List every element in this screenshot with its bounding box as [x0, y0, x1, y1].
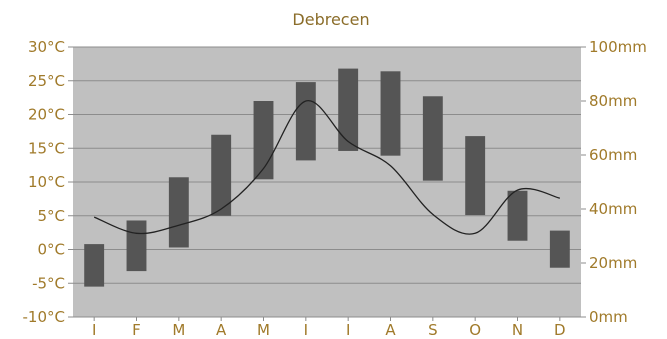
precipitation-tick-label: 40mm: [589, 200, 637, 218]
month-label: A: [385, 321, 396, 335]
month-label: J: [345, 321, 350, 335]
month-label: M: [172, 321, 185, 335]
month-label: D: [554, 321, 566, 335]
temperature-axis: 30°C 25°C 20°C 15°C 10°C 5°C 0°C -5°C -10°C: [23, 38, 73, 326]
temperature-range-bar: [211, 134, 232, 216]
precipitation-series-line: [93, 100, 560, 235]
temperature-tick-label: 25°C: [28, 72, 65, 90]
month-label: S: [428, 321, 438, 335]
temperature-tick-label: -10°C: [23, 308, 65, 326]
temperature-tick-label: 15°C: [28, 139, 65, 157]
month-label: O: [469, 321, 481, 335]
precipitation-tick-label: 60mm: [589, 146, 637, 164]
gridlines: [73, 46, 581, 318]
temperature-range-bar: [507, 190, 528, 241]
temperature-range-bar: [84, 244, 105, 287]
temperature-tick-label: 30°C: [28, 38, 65, 56]
temperature-range-bar: [295, 82, 316, 161]
temperature-range-bar: [549, 230, 570, 268]
temperature-range-bar: [422, 96, 443, 181]
month-label: J: [303, 321, 308, 335]
month-label: N: [512, 321, 523, 335]
temperature-range-bar: [168, 177, 189, 248]
temperature-range-bar: [338, 68, 359, 151]
temperature-tick-label: 0°C: [37, 241, 65, 259]
precipitation-axis: 100mm 80mm 60mm 40mm 20mm 0mm: [581, 38, 647, 326]
month-label: J: [91, 321, 96, 335]
temperature-range-bar: [465, 136, 486, 216]
temperature-tick-label: 20°C: [28, 106, 65, 124]
precipitation-tick-label: 100mm: [589, 38, 647, 56]
month-label: F: [132, 321, 141, 335]
precipitation-tick-label: 0mm: [589, 308, 628, 326]
temperature-tick-label: -5°C: [32, 274, 65, 292]
month-label: A: [216, 321, 227, 335]
temperature-tick-label: 5°C: [37, 207, 65, 225]
precipitation-line: [93, 100, 560, 235]
precipitation-tick-label: 20mm: [589, 254, 637, 272]
temperature-tick-label: 10°C: [28, 173, 65, 191]
chart-title: Debrecen: [292, 10, 369, 29]
temperature-bars: [84, 68, 570, 287]
precipitation-tick-label: 80mm: [589, 92, 637, 110]
temperature-range-bar: [380, 71, 401, 156]
month-label: M: [257, 321, 270, 335]
temperature-range-bar: [126, 220, 147, 272]
